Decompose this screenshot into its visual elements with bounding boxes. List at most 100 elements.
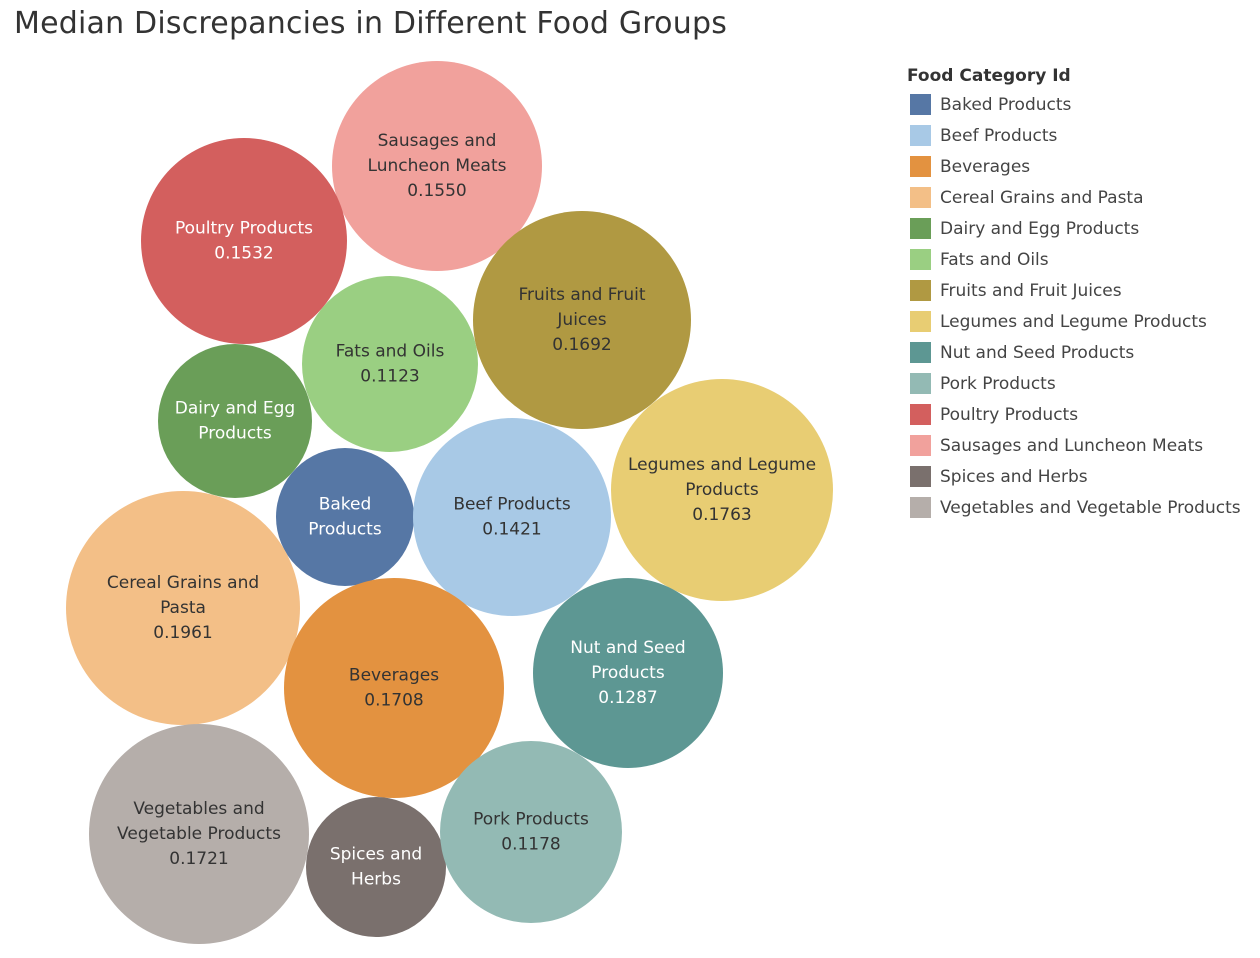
bubble-baked-products[interactable]: Baked Products	[276, 448, 414, 586]
bubble-value: 0.1721	[169, 849, 228, 869]
bubble-label: Products	[685, 480, 759, 500]
bubble-value: 0.1961	[153, 623, 212, 643]
bubble-value: 0.1708	[364, 691, 423, 711]
bubble-beverages[interactable]: Beverages 0.1708	[284, 578, 504, 798]
chart-title: Median Discrepancies in Different Food G…	[14, 6, 728, 41]
bubble-legumes-and-legume-products[interactable]: Legumes and Legume Products 0.1763	[611, 379, 833, 601]
legend-label: Poultry Products	[940, 404, 1079, 425]
bubble-value: 0.1692	[552, 335, 611, 355]
legend-label: Nut and Seed Products	[940, 342, 1135, 363]
bubble-circle[interactable]	[332, 61, 542, 271]
bubble-label: Vegetables and	[133, 799, 264, 819]
bubble-nut-and-seed-products[interactable]: Nut and Seed Products 0.1287	[533, 578, 723, 768]
legend-swatch	[910, 373, 931, 394]
legend: Food Category Id Baked Products Beef Prod…	[907, 66, 1257, 523]
bubble-value: 0.1532	[214, 244, 273, 264]
bubble-circle[interactable]	[611, 379, 833, 601]
bubble-value: 0.1550	[407, 181, 466, 201]
legend-label: Vegetables and Vegetable Products	[940, 497, 1241, 518]
bubble-pork-products[interactable]: Pork Products 0.1178	[440, 741, 622, 923]
bubble-spices-and-herbs[interactable]: Spices and Herbs	[306, 797, 446, 937]
legend-item-poultry-products[interactable]: Poultry Products	[907, 399, 1257, 430]
legend-swatch	[910, 249, 931, 270]
bubble-label: Products	[591, 663, 665, 683]
bubble-beef-products[interactable]: Beef Products 0.1421	[413, 418, 611, 616]
legend-swatch	[910, 404, 931, 425]
bubble-circle[interactable]	[440, 741, 622, 923]
bubble-circle[interactable]	[533, 578, 723, 768]
bubble-label: Pasta	[160, 598, 206, 618]
legend-swatch	[910, 435, 931, 456]
bubble-circle[interactable]	[473, 211, 691, 429]
legend-label: Beverages	[940, 156, 1031, 177]
bubble-circle[interactable]	[141, 138, 347, 344]
legend-item-dairy-and-egg-products[interactable]: Dairy and Egg Products	[907, 213, 1257, 244]
bubble-vegetables-and-vegetable-products[interactable]: Vegetables and Vegetable Products 0.1721	[89, 724, 309, 944]
bubble-fruits-and-fruit-juices[interactable]: Fruits and Fruit Juices 0.1692	[473, 211, 691, 429]
bubble-circle[interactable]	[158, 344, 312, 498]
bubble-label: Legumes and Legume	[628, 455, 816, 475]
legend-title: Food Category Id	[907, 66, 1071, 86]
legend-label: Sausages and Luncheon Meats	[940, 435, 1204, 456]
bubble-value: 0.1287	[598, 688, 657, 708]
legend-label: Beef Products	[940, 125, 1058, 146]
bubble-circle[interactable]	[276, 448, 414, 586]
bubble-circle[interactable]	[284, 578, 504, 798]
legend-label: Fats and Oils	[940, 249, 1049, 270]
bubble-label: Products	[308, 520, 382, 540]
bubble-value: 0.1178	[501, 835, 560, 855]
bubble-circle[interactable]	[302, 276, 478, 452]
bubble-label: Spices and	[330, 845, 422, 865]
legend-item-cereal-grains-and-pasta[interactable]: Cereal Grains and Pasta	[907, 182, 1257, 213]
bubble-label: Beverages	[349, 666, 439, 686]
bubble-cereal-grains-and-pasta[interactable]: Cereal Grains and Pasta 0.1961	[66, 491, 300, 725]
legend-swatch	[910, 497, 931, 518]
bubble-poultry-products[interactable]: Poultry Products 0.1532	[141, 138, 347, 344]
legend-item-beef-products[interactable]: Beef Products	[907, 120, 1257, 151]
bubble-circle[interactable]	[89, 724, 309, 944]
bubble-label: Dairy and Egg	[175, 399, 295, 419]
legend-swatch	[910, 280, 931, 301]
legend-items: Baked Products Beef Products Beverages Cere…	[907, 89, 1257, 523]
legend-swatch	[910, 466, 931, 487]
legend-item-vegetables-and-vegetable-products[interactable]: Vegetables and Vegetable Products	[907, 492, 1257, 523]
bubble-label: Beef Products	[453, 495, 571, 515]
bubble-label: Vegetable Products	[117, 824, 281, 844]
legend-item-fruits-and-fruit-juices[interactable]: Fruits and Fruit Juices	[907, 275, 1257, 306]
legend-swatch	[910, 311, 931, 332]
legend-item-legumes-and-legume-products[interactable]: Legumes and Legume Products	[907, 306, 1257, 337]
bubble-value: 0.1763	[692, 505, 751, 525]
bubble-label: Sausages and	[378, 131, 497, 151]
bubble-circle[interactable]	[413, 418, 611, 616]
bubble-circle[interactable]	[66, 491, 300, 725]
bubble-label: Fats and Oils	[336, 342, 445, 362]
legend-label: Legumes and Legume Products	[940, 311, 1207, 332]
legend-item-pork-products[interactable]: Pork Products	[907, 368, 1257, 399]
bubble-label: Juices	[556, 310, 606, 330]
legend-swatch	[910, 125, 931, 146]
bubble-dairy-and-egg-products[interactable]: Dairy and Egg Products	[158, 344, 312, 498]
bubble-label: Nut and Seed	[570, 638, 685, 658]
legend-item-nut-and-seed-products[interactable]: Nut and Seed Products	[907, 337, 1257, 368]
bubble-circle[interactable]	[306, 797, 446, 937]
legend-label: Baked Products	[940, 94, 1072, 115]
bubble-chart: Sausages and Luncheon Meats 0.1550 Poultry …	[66, 61, 833, 944]
bubble-value: 0.1421	[482, 520, 541, 540]
bubble-label: Baked	[319, 495, 372, 515]
legend-swatch	[910, 187, 931, 208]
legend-swatch	[910, 156, 931, 177]
legend-swatch	[910, 94, 931, 115]
bubble-label: Fruits and Fruit	[518, 285, 645, 305]
bubble-label: Poultry Products	[175, 219, 313, 239]
legend-label: Dairy and Egg Products	[940, 218, 1140, 239]
legend-item-beverages[interactable]: Beverages	[907, 151, 1257, 182]
legend-item-sausages-and-luncheon-meats[interactable]: Sausages and Luncheon Meats	[907, 430, 1257, 461]
legend-swatch	[910, 342, 931, 363]
legend-item-fats-and-oils[interactable]: Fats and Oils	[907, 244, 1257, 275]
legend-item-spices-and-herbs[interactable]: Spices and Herbs	[907, 461, 1257, 492]
bubble-fats-and-oils[interactable]: Fats and Oils 0.1123	[302, 276, 478, 452]
bubble-label: Herbs	[351, 870, 401, 890]
legend-item-baked-products[interactable]: Baked Products	[907, 89, 1257, 120]
bubble-sausages-and-luncheon-meats[interactable]: Sausages and Luncheon Meats 0.1550	[332, 61, 542, 271]
legend-label: Cereal Grains and Pasta	[940, 187, 1144, 208]
